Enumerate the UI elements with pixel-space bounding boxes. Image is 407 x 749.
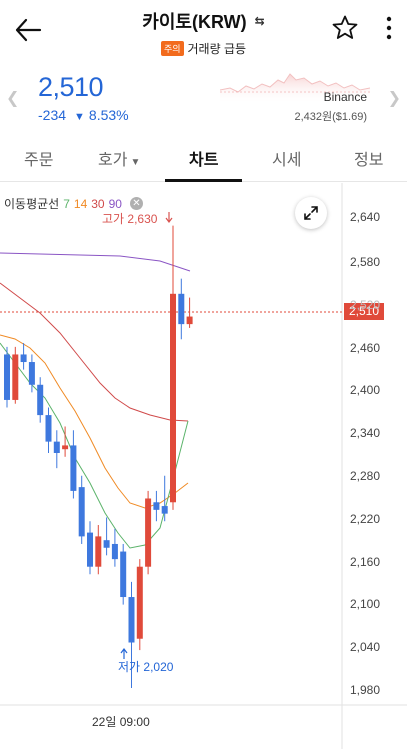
candle-up [12, 354, 19, 400]
tab-chart[interactable]: 차트 [189, 152, 219, 169]
chevron-left-icon[interactable]: ❮ [6, 90, 20, 107]
dropdown-triangle-icon: ▼ [130, 157, 141, 168]
high-price-label: 고가 2,630 [102, 212, 158, 226]
tab-info[interactable]: 정보 [354, 152, 384, 169]
x-tick: 22일 09:00 [92, 715, 150, 729]
current-price: 2,510 [38, 72, 104, 102]
coin-title[interactable]: 카이토(KRW) ⇆ [142, 8, 264, 34]
ma-legend-title: 이동평균선 [4, 197, 60, 211]
candle-down [120, 551, 127, 598]
low-marker-arrow-icon [120, 648, 128, 654]
candle-down [111, 543, 118, 560]
y-tick-hidden: 2,520 [350, 298, 381, 312]
y-tick: 2,580 [350, 255, 381, 269]
candlestick-chart[interactable]: 이동평균선 7 14 30 90 ✕ 고가 2,630 저가 2,020 2,5… [0, 183, 407, 749]
candle-down [178, 293, 185, 325]
candle-down [53, 441, 60, 453]
candle-up [145, 498, 152, 567]
current-price-tag: 2,510 [344, 303, 384, 320]
y-tick: 2,040 [350, 640, 381, 654]
y-tick: 2,280 [350, 469, 381, 483]
expand-arrows-icon [304, 206, 318, 220]
tab-orderbook-label: 호가 [98, 152, 128, 169]
close-ma-icon[interactable]: ✕ [129, 197, 143, 210]
warning-badge: 주의 [160, 41, 184, 56]
ma30-label: 30 [91, 196, 105, 211]
y-tick: 2,340 [350, 426, 381, 440]
y-tick: 2,640 [350, 210, 381, 224]
moving-average-lines [0, 252, 191, 549]
ma7-line [0, 342, 189, 549]
candle-up [186, 316, 193, 325]
candle-down [70, 445, 77, 491]
ma90-line [0, 252, 191, 272]
candle-down [161, 506, 168, 514]
candle-down [37, 384, 44, 416]
candle-down [28, 362, 35, 385]
candle-down [4, 354, 10, 400]
reference-exchange-price: 2,432원($1.69) [294, 111, 368, 123]
y-tick: 2,220 [350, 512, 381, 526]
mini-price-sparkline [220, 73, 370, 104]
price-change: -234 ▼ 8.53% [38, 107, 129, 123]
chart-canvas[interactable] [0, 183, 407, 749]
candle-up [170, 293, 176, 503]
tab-order[interactable]: 주문 [24, 152, 54, 169]
title-area: 카이토(KRW) ⇆ 주의 거래량 급등 [0, 8, 407, 57]
tab-orderbook[interactable]: 호가 ▼ [98, 146, 140, 170]
down-triangle-icon: ▼ [74, 111, 85, 123]
ma-legend[interactable]: 이동평균선 7 14 30 90 ✕ [4, 195, 143, 212]
fullscreen-button[interactable] [295, 197, 327, 229]
candles-group [4, 225, 193, 688]
candle-down [103, 540, 110, 548]
more-menu-icon[interactable] [383, 14, 395, 42]
tab-market-price[interactable]: 시세 [272, 152, 302, 169]
candle-up [62, 445, 69, 450]
ma90-label: 90 [108, 196, 122, 211]
active-tab-indicator [165, 179, 242, 182]
candle-down [20, 354, 27, 363]
detail-tabs: 주문 호가 ▼ 차트 시세 정보 [0, 138, 407, 182]
change-amount: -234 [38, 107, 67, 123]
ma14-line [0, 334, 189, 509]
candle-down [128, 597, 135, 643]
candle-up [95, 536, 102, 567]
ma30-line [0, 282, 189, 422]
volume-surge-label: 거래량 급등 [187, 42, 247, 56]
y-tick: 2,400 [350, 383, 381, 397]
coin-name: 카이토(KRW) [142, 12, 247, 32]
y-tick: 1,980 [350, 683, 381, 697]
candle-down [78, 487, 85, 537]
candle-up [136, 566, 143, 639]
top-bar: 카이토(KRW) ⇆ 주의 거래량 급등 [0, 0, 407, 62]
back-arrow-icon[interactable] [12, 14, 44, 46]
y-tick: 2,160 [350, 555, 381, 569]
reference-exchange: Binance [323, 90, 367, 104]
favorite-star-icon[interactable] [331, 14, 359, 42]
candle-down [153, 502, 160, 510]
low-price-label: 저가 2,020 [118, 660, 174, 674]
y-tick: 2,460 [350, 341, 381, 355]
candle-down [87, 532, 93, 567]
y-tick: 2,100 [350, 597, 381, 611]
high-marker-arrow-icon [165, 217, 173, 223]
change-percent: 8.53% [88, 107, 129, 123]
ma7-label: 7 [63, 196, 70, 211]
ma14-label: 14 [73, 196, 88, 211]
chevron-right-icon[interactable]: ❯ [387, 90, 401, 107]
price-panel: ❮ 2,510 -234 ▼ 8.53% Binance 2,432원($1.69)… [0, 62, 407, 132]
swap-currency-icon[interactable]: ⇆ [254, 14, 265, 28]
alert-row: 주의 거래량 급등 [0, 40, 407, 57]
candle-down [45, 415, 52, 442]
